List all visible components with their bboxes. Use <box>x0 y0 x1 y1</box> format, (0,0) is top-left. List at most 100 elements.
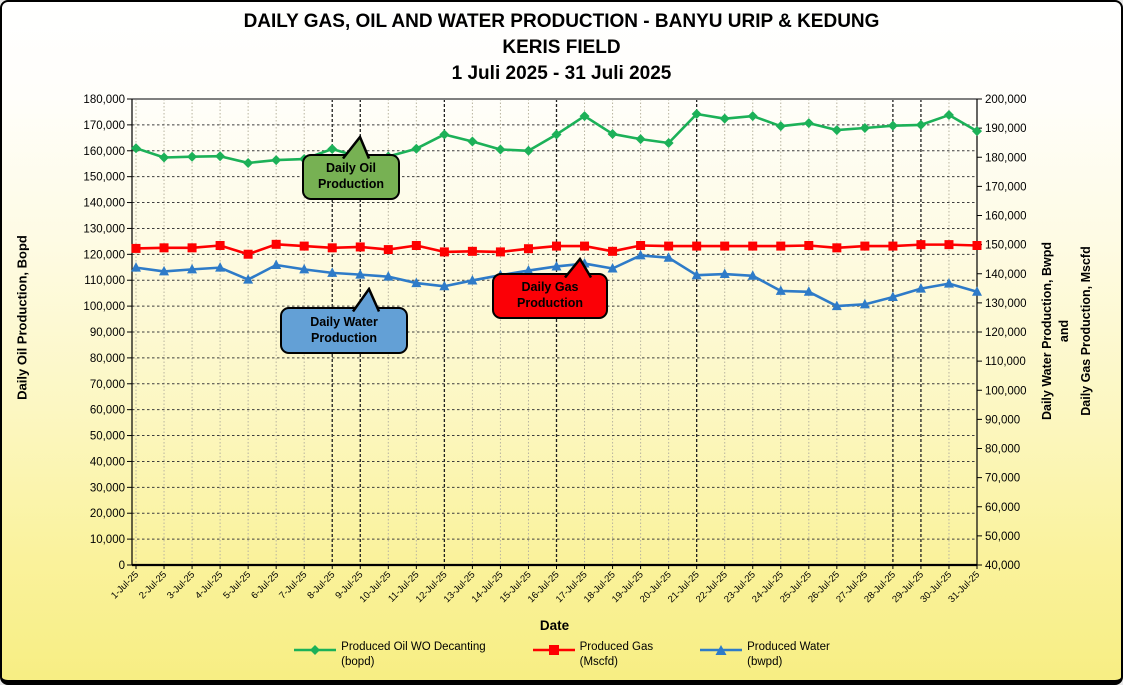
data-point <box>411 240 421 250</box>
data-point <box>355 269 366 279</box>
svg-text:200,000: 200,000 <box>985 94 1027 106</box>
data-point <box>663 138 674 149</box>
data-point <box>580 241 590 251</box>
gas-annotation-callout: Daily Gas Production <box>492 257 608 319</box>
data-point <box>159 243 169 253</box>
data-point <box>972 286 982 296</box>
data-point <box>579 111 590 122</box>
svg-text:90,000: 90,000 <box>90 327 125 339</box>
svg-text:150,000: 150,000 <box>985 240 1027 252</box>
legend-label-oil: Produced Oil WO Decanting (bopd) <box>341 641 486 668</box>
svg-text:8-Jul-25: 8-Jul-25 <box>305 569 337 601</box>
right-axis-title-water: Daily Water Production, Bwpd <box>1040 241 1054 421</box>
svg-text:7-Jul-25: 7-Jul-25 <box>277 569 309 601</box>
data-point <box>972 240 982 250</box>
svg-text:5-Jul-25: 5-Jul-25 <box>221 569 253 601</box>
data-point <box>775 121 786 132</box>
data-point <box>747 111 758 122</box>
x-axis-tick-labels: 1-Jul-252-Jul-253-Jul-254-Jul-255-Jul-25… <box>109 565 982 605</box>
svg-text:180,000: 180,000 <box>83 94 125 106</box>
svg-text:120,000: 120,000 <box>83 249 125 261</box>
data-point <box>943 278 954 288</box>
svg-text:1-Jul-25: 1-Jul-25 <box>109 569 141 601</box>
right-axis-tick-labels: 40,000 50,000 60,000 70,000 80,000 90,000 100,… <box>977 94 1027 572</box>
data-point <box>551 260 562 271</box>
svg-text:180,000: 180,000 <box>985 152 1027 164</box>
data-point <box>495 247 505 257</box>
svg-text:2-Jul-25: 2-Jul-25 <box>137 569 169 601</box>
data-point <box>299 241 309 251</box>
chart-legend: Produced Oil WO Decanting (bopd) Produce… <box>2 640 1121 670</box>
data-point <box>691 269 702 280</box>
data-point <box>635 134 646 145</box>
svg-text:80,000: 80,000 <box>985 444 1020 456</box>
svg-text:30,000: 30,000 <box>90 482 125 494</box>
data-point <box>523 145 534 156</box>
data-point <box>916 240 926 250</box>
data-point <box>411 277 422 288</box>
data-point <box>888 241 898 251</box>
data-point <box>832 243 842 253</box>
svg-text:40,000: 40,000 <box>985 560 1020 572</box>
data-point <box>271 239 281 249</box>
svg-text:130,000: 130,000 <box>985 298 1027 310</box>
data-point <box>972 126 982 137</box>
data-point <box>523 244 533 254</box>
water-legend-marker-icon <box>700 645 743 655</box>
legend-label-gas: Produced Gas (Mscfd) <box>579 641 654 668</box>
data-point <box>944 240 954 250</box>
data-point <box>719 268 730 279</box>
data-point <box>803 286 814 296</box>
svg-text:60,000: 60,000 <box>90 405 125 417</box>
gas-callout-pointer-icon <box>564 257 593 278</box>
data-point <box>719 113 730 124</box>
svg-text:90,000: 90,000 <box>985 414 1020 426</box>
svg-text:160,000: 160,000 <box>985 211 1027 223</box>
data-point <box>831 300 842 311</box>
svg-text:170,000: 170,000 <box>985 181 1027 193</box>
data-point <box>775 285 786 295</box>
data-point <box>215 262 226 272</box>
data-point <box>664 241 674 251</box>
data-point <box>804 240 814 250</box>
data-point <box>915 283 926 293</box>
svg-text:120,000: 120,000 <box>985 327 1027 339</box>
data-point <box>271 259 282 270</box>
svg-text:140,000: 140,000 <box>83 198 125 210</box>
data-point <box>467 274 478 285</box>
data-point <box>131 143 141 154</box>
svg-text:70,000: 70,000 <box>90 379 125 391</box>
svg-text:0: 0 <box>119 560 125 572</box>
svg-text:40,000: 40,000 <box>90 456 125 468</box>
data-point <box>691 109 702 120</box>
water-callout-text: Daily Water Production <box>310 314 378 345</box>
legend-item-gas: Produced Gas (Mscfd) <box>532 640 654 670</box>
left-axis-title: Daily Oil Production, Bopd <box>14 235 30 400</box>
gas-legend-marker-icon <box>532 645 575 655</box>
data-point <box>636 240 646 250</box>
legend-item-water: Produced Water (bwpd) <box>699 640 830 670</box>
gas-callout-text: Daily Gas Production <box>517 280 583 310</box>
svg-text:50,000: 50,000 <box>90 431 125 443</box>
left-axis-tick-labels: 0 10,000 20,000 30,000 40,000 50,000 60,000 70,… <box>83 94 132 572</box>
data-point <box>383 245 393 255</box>
svg-text:31-Jul-25: 31-Jul-25 <box>946 569 982 605</box>
data-point <box>467 136 478 147</box>
data-point <box>439 247 449 257</box>
svg-text:6-Jul-25: 6-Jul-25 <box>249 569 281 601</box>
data-point <box>411 143 422 154</box>
data-point <box>159 265 170 276</box>
svg-text:80,000: 80,000 <box>90 353 125 365</box>
data-point <box>607 128 618 139</box>
series-square <box>131 239 982 259</box>
oil-callout-text: Daily Oil Production <box>318 161 384 191</box>
data-point <box>720 241 730 251</box>
svg-text:160,000: 160,000 <box>83 146 125 158</box>
svg-text:20,000: 20,000 <box>90 508 125 520</box>
data-point <box>523 265 534 275</box>
water-callout-pointer-icon <box>351 287 381 312</box>
chart-title-line2: KERIS FIELD <box>502 37 621 58</box>
svg-text:140,000: 140,000 <box>985 269 1027 281</box>
water-annotation-callout: Daily Water Production <box>280 287 408 354</box>
chart-title-line3: 1 Juli 2025 - 31 Juli 2025 <box>451 63 672 84</box>
